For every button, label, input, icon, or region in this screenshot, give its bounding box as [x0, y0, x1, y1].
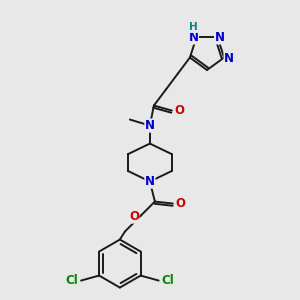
- Text: Cl: Cl: [66, 274, 79, 287]
- Text: Cl: Cl: [161, 274, 174, 287]
- Text: N: N: [145, 175, 155, 188]
- Text: N: N: [188, 31, 198, 44]
- Text: O: O: [175, 197, 185, 210]
- Text: N: N: [145, 119, 155, 132]
- Text: H: H: [189, 22, 198, 32]
- Text: N: N: [214, 31, 225, 44]
- Text: N: N: [224, 52, 234, 65]
- Text: O: O: [174, 104, 184, 117]
- Text: O: O: [129, 210, 139, 223]
